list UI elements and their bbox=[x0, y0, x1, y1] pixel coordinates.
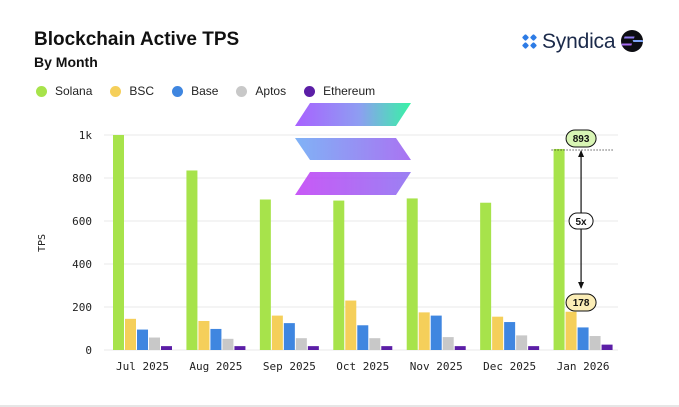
x-tick-label: Sep 2025 bbox=[263, 360, 316, 373]
bsc-callout: 178 bbox=[565, 293, 597, 312]
solana-badge-icon bbox=[621, 30, 644, 52]
legend-swatch-solana bbox=[36, 85, 47, 97]
bar-solana-aug-2025 bbox=[186, 170, 198, 350]
x-tick-label: Jan 2026 bbox=[557, 360, 610, 373]
legend-item-ethereum: Ethereum bbox=[304, 84, 375, 98]
bar-ethereum-sep-2025 bbox=[307, 346, 319, 350]
solana-callout-value: 893 bbox=[573, 134, 590, 145]
arrow-head-up bbox=[578, 150, 585, 157]
bar-base-dec-2025 bbox=[504, 322, 516, 350]
bar-bsc-aug-2025 bbox=[198, 320, 210, 350]
bar-bsc-oct-2025 bbox=[345, 300, 357, 350]
legend-swatch-base bbox=[172, 85, 184, 97]
bar-solana-nov-2025 bbox=[406, 198, 418, 350]
gridlines bbox=[104, 134, 618, 351]
bars bbox=[113, 135, 613, 350]
bar-ethereum-jan-2026 bbox=[601, 344, 613, 350]
x-tick-label: Nov 2025 bbox=[410, 360, 463, 373]
bar-base-jul-2025 bbox=[137, 329, 148, 350]
y-tick-label: 600 bbox=[72, 215, 92, 228]
legend-label-base: Base bbox=[191, 84, 219, 98]
bar-aptos-oct-2025 bbox=[369, 338, 381, 350]
legend-item-base: Base bbox=[172, 84, 218, 98]
brand-name: Syndica bbox=[542, 30, 616, 53]
legend-swatch-aptos bbox=[236, 85, 248, 97]
legend-item-bsc: BSC bbox=[110, 84, 154, 98]
bar-bsc-sep-2025 bbox=[271, 315, 283, 350]
bar-solana-dec-2025 bbox=[480, 202, 492, 350]
y-axis: 0 200 400 600 800 1k bbox=[72, 129, 92, 357]
bar-ethereum-aug-2025 bbox=[234, 346, 246, 350]
y-tick-label: 0 bbox=[85, 344, 92, 357]
bar-solana-jul-2025 bbox=[113, 135, 124, 350]
x-tick-label: Aug 2025 bbox=[189, 360, 242, 373]
bar-bsc-nov-2025 bbox=[418, 312, 430, 350]
solana-callout: 893 bbox=[565, 129, 597, 148]
bar-base-jan-2026 bbox=[577, 327, 589, 350]
y-axis-label: TPS bbox=[37, 234, 48, 252]
bar-aptos-jan-2026 bbox=[589, 336, 601, 350]
bar-base-nov-2025 bbox=[430, 315, 442, 350]
ratio-callout: 5x bbox=[568, 212, 594, 230]
bar-ethereum-oct-2025 bbox=[381, 346, 393, 350]
legend-label-solana: Solana bbox=[55, 84, 93, 98]
bar-aptos-dec-2025 bbox=[516, 335, 528, 350]
bar-aptos-sep-2025 bbox=[295, 338, 307, 350]
legend-label-bsc: BSC bbox=[129, 84, 155, 98]
legend-label-ethereum: Ethereum bbox=[323, 84, 376, 98]
bar-base-oct-2025 bbox=[357, 325, 369, 350]
bar-solana-jan-2026 bbox=[553, 148, 565, 350]
comparison-annotation: 893 5x 178 bbox=[551, 129, 615, 312]
bar-ethereum-jul-2025 bbox=[161, 346, 172, 350]
legend-label-aptos: Aptos bbox=[255, 84, 287, 98]
solana-watermark-icon bbox=[295, 103, 411, 195]
y-tick-label: 1k bbox=[79, 129, 93, 142]
x-tick-label: Dec 2025 bbox=[483, 360, 536, 373]
bar-bsc-jul-2025 bbox=[125, 318, 136, 350]
bar-base-sep-2025 bbox=[283, 323, 295, 350]
legend-swatch-ethereum bbox=[304, 85, 316, 97]
chart-legend: Solana BSC Base Aptos Ethereum bbox=[36, 84, 393, 98]
syndica-logo-icon bbox=[522, 34, 537, 49]
bar-aptos-aug-2025 bbox=[222, 338, 234, 350]
bar-aptos-jul-2025 bbox=[149, 337, 160, 350]
bar-ethereum-dec-2025 bbox=[528, 346, 540, 350]
bsc-callout-value: 178 bbox=[573, 298, 590, 309]
bar-aptos-nov-2025 bbox=[442, 337, 454, 350]
arrow-head-down bbox=[578, 282, 585, 289]
legend-swatch-bsc bbox=[110, 85, 122, 97]
syndica-logo: Syndica bbox=[522, 30, 616, 54]
bar-base-aug-2025 bbox=[210, 328, 222, 350]
x-tick-label: Oct 2025 bbox=[336, 360, 389, 373]
x-tick-label: Jul 2025 bbox=[116, 360, 169, 373]
bar-solana-oct-2025 bbox=[333, 200, 345, 350]
bar-ethereum-nov-2025 bbox=[454, 346, 466, 350]
y-tick-label: 800 bbox=[72, 172, 92, 185]
y-tick-label: 400 bbox=[72, 258, 92, 271]
legend-item-aptos: Aptos bbox=[236, 84, 286, 98]
y-tick-label: 200 bbox=[72, 301, 92, 314]
ratio-callout-value: 5x bbox=[576, 217, 588, 228]
bar-bsc-dec-2025 bbox=[492, 316, 504, 350]
chart-title: Blockchain Active TPS bbox=[34, 29, 240, 50]
legend-item-solana: Solana bbox=[36, 84, 92, 98]
bar-solana-sep-2025 bbox=[259, 199, 271, 350]
chart-subtitle: By Month bbox=[34, 54, 98, 70]
x-axis: Jul 2025 Aug 2025 Sep 2025 Oct 2025 Nov 2025… bbox=[116, 360, 610, 373]
bar-bsc-jan-2026 bbox=[565, 311, 577, 350]
